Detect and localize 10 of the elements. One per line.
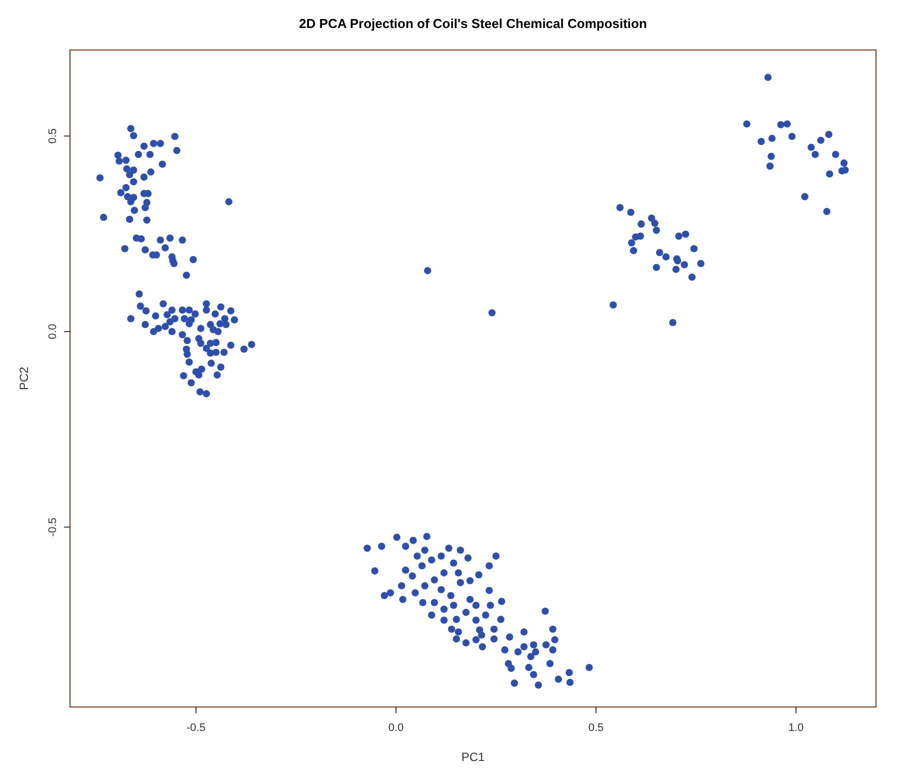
y-tick-label: 0.0 xyxy=(47,324,59,340)
x-tick-label: -0.5 xyxy=(186,722,206,734)
y-tick-label: 0.5 xyxy=(47,128,59,144)
x-tick-label: 0.5 xyxy=(588,722,604,734)
x-axis-title: PC1 xyxy=(461,750,485,764)
y-tick-label: -0.5 xyxy=(47,518,59,537)
y-axis-title: PC2 xyxy=(17,366,31,390)
chart-title: 2D PCA Projection of Coil's Steel Chemical Composition xyxy=(299,16,647,31)
x-tick-label: 0.0 xyxy=(388,722,404,734)
x-tick-label: 1.0 xyxy=(788,722,804,734)
